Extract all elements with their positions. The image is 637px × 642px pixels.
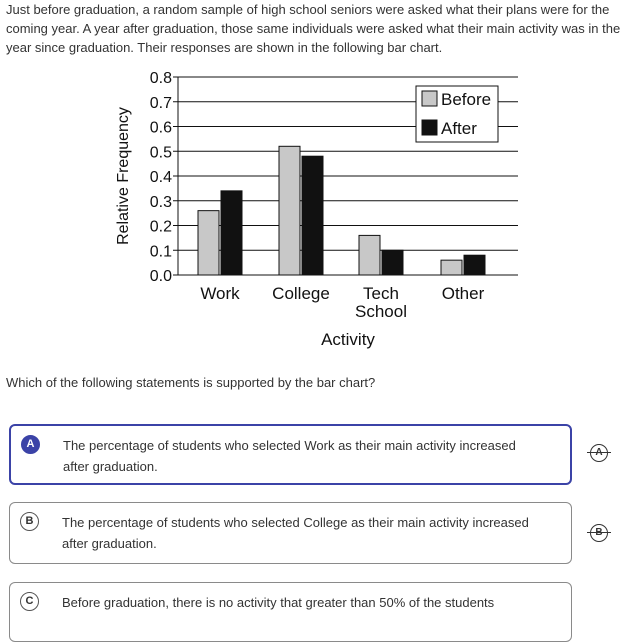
choice-c-letter: C bbox=[20, 592, 39, 611]
bar-before-college bbox=[278, 145, 301, 276]
choice-b[interactable]: B The percentage of students who selecte… bbox=[9, 502, 572, 564]
bar-after-other bbox=[463, 254, 486, 276]
y-tick-label: 0.0 bbox=[150, 268, 172, 285]
bar-after-college bbox=[301, 155, 324, 276]
y-tick-label: 0.2 bbox=[150, 219, 172, 236]
y-tick-label: 0.1 bbox=[150, 243, 172, 260]
legend-swatch-after bbox=[421, 119, 438, 136]
y-tick-label: 0.4 bbox=[150, 169, 172, 186]
choice-b-letter: B bbox=[20, 512, 39, 531]
x-tick-label: Work bbox=[200, 284, 240, 303]
choice-c-text: Before graduation, there is no activity … bbox=[62, 595, 495, 610]
bar-before-tech-school bbox=[358, 234, 381, 276]
bar-after-tech-school bbox=[381, 249, 404, 276]
y-tick-label: 0.7 bbox=[150, 95, 172, 112]
y-axis-label: Relative Frequency bbox=[115, 107, 132, 245]
legend-label-before: Before bbox=[441, 90, 491, 109]
x-tick-label: Tech bbox=[363, 284, 399, 303]
x-axis-label: Activity bbox=[321, 330, 375, 349]
bar-before-work bbox=[197, 210, 220, 276]
x-tick-label: Other bbox=[442, 284, 485, 303]
choice-a[interactable]: A The percentage of students who selecte… bbox=[9, 424, 572, 485]
y-tick-label: 0.3 bbox=[150, 194, 172, 211]
bar-after-work bbox=[220, 190, 243, 276]
choice-b-text: The percentage of students who selected … bbox=[62, 515, 529, 551]
y-tick-label: 0.5 bbox=[150, 144, 172, 161]
strike-a-button[interactable]: A bbox=[587, 444, 611, 462]
choice-a-text: The percentage of students who selected … bbox=[63, 438, 516, 474]
legend-label-after: After bbox=[441, 119, 477, 138]
choice-c[interactable]: C Before graduation, there is no activit… bbox=[9, 582, 572, 642]
intro-paragraph: Just before graduation, a random sample … bbox=[6, 2, 621, 55]
bar-chart: Relative Frequency 0.0 0.1 0.2 0.3 0.4 0.5 0.6 0… bbox=[115, 70, 518, 349]
x-tick-label: School bbox=[355, 302, 407, 321]
y-tick-label: 0.8 bbox=[150, 70, 172, 87]
x-tick-label: College bbox=[272, 284, 330, 303]
choice-a-letter: A bbox=[21, 435, 40, 454]
strike-b-button[interactable]: B bbox=[587, 524, 611, 542]
legend-swatch-before bbox=[421, 90, 438, 107]
bar-before-other bbox=[440, 259, 463, 276]
y-tick-label: 0.6 bbox=[150, 120, 172, 137]
question-text: Which of the following statements is sup… bbox=[6, 375, 376, 390]
